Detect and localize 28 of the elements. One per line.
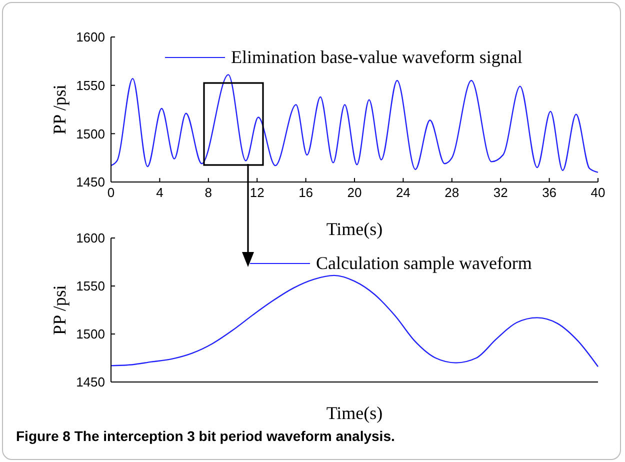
y-tick-label: 1450: [76, 374, 105, 390]
y-axis-title: PP /psi: [49, 285, 70, 335]
caption: Figure 8 The interception 3 bit period waveform analysis.: [16, 428, 395, 444]
line-series: [110, 274, 599, 368]
x-tick-label: 8: [204, 185, 212, 200]
x-tick-label: 16: [298, 185, 314, 200]
y-tick-label: 1550: [76, 78, 105, 93]
y-tick-label: 1500: [76, 126, 105, 142]
x-tick-label: 36: [542, 185, 557, 200]
x-tick-label: 28: [444, 185, 460, 200]
x-tick-label: 4: [156, 185, 164, 200]
legend-label: Elimination base-value waveform signal: [231, 47, 522, 68]
x-tick-label: 24: [396, 185, 410, 200]
y-tick-label: 1500: [76, 326, 105, 342]
x-tick-label: 40: [590, 185, 606, 200]
y-tick-label: 1600: [76, 30, 105, 45]
x-tick-label: 32: [493, 185, 508, 200]
x-axis-title: Time(s): [326, 403, 383, 423]
x-tick-label: 0: [107, 185, 115, 200]
legend-label: Calculation sample waveform: [316, 253, 532, 274]
y-tick-label: 1600: [76, 230, 105, 246]
x-tick-label: 20: [347, 185, 362, 200]
y-tick-label: 1550: [76, 278, 105, 294]
y-axis-title: PP /psi: [49, 84, 70, 134]
y-tick-label: 1450: [76, 174, 105, 190]
x-tick-label: 12: [250, 185, 264, 200]
line-series: [111, 74, 598, 173]
x-axis-title: Time(s): [326, 219, 383, 239]
